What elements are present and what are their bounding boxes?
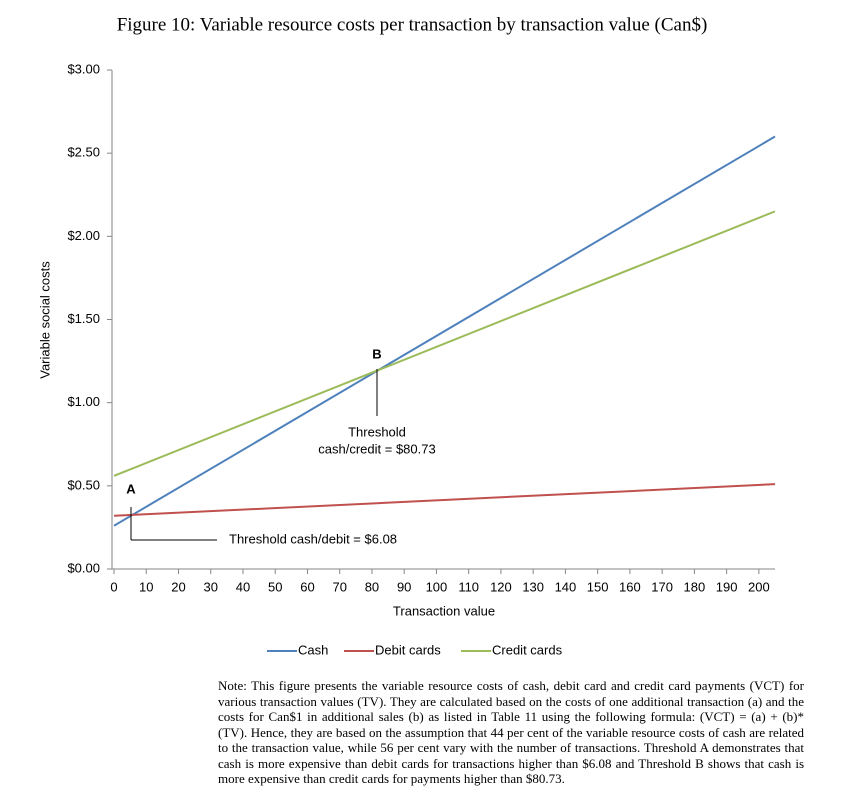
chart: Figure 10: Variable resource costs per t… [37,14,776,657]
y-axis-title: Variable social costs [37,261,52,379]
y-tick-label: $1.00 [67,394,100,409]
x-tick-label: 30 [203,579,217,594]
x-axis-title: Transaction value [393,603,495,618]
x-tick-label: 160 [619,579,641,594]
series-line [113,210,776,477]
x-tick-label: 170 [651,579,673,594]
x-tick-label: 130 [522,579,544,594]
x-tick-label: 10 [139,579,153,594]
annotation: B [372,346,381,361]
x-tick-label: 100 [426,579,448,594]
y-tick-label: $2.00 [67,228,100,243]
x-tick-label: 50 [268,579,282,594]
legend-label: Credit cards [492,642,563,657]
legend-label: Cash [298,642,328,657]
series-line [113,135,776,527]
y-tick-label: $2.50 [67,145,100,160]
x-tick-label: 110 [458,579,479,594]
y-tick-label: $0.50 [67,477,100,492]
note: Note: This figure presents the variable … [218,678,804,786]
x-tick-label: 180 [684,579,706,594]
y-tick-label: $3.00 [67,61,100,76]
y-tick-label: $0.00 [67,560,100,575]
x-tick-label: 90 [397,579,411,594]
x-tick-label: 0 [110,579,117,594]
x-tick-label: 150 [587,579,609,594]
x-tick-label: 20 [171,579,185,594]
y-tick-label: $1.50 [67,311,100,326]
x-tick-label: 60 [300,579,314,594]
x-tick-label: 80 [365,579,379,594]
annotation: Threshold [348,424,406,439]
x-tick-label: 120 [490,579,512,594]
legend-label: Debit cards [375,642,441,657]
x-tick-label: 140 [555,579,577,594]
annotation: Threshold cash/debit = $6.08 [229,531,397,546]
x-tick-label: 70 [332,579,346,594]
x-tick-label: 200 [748,579,770,594]
annotation: cash/credit = $80.73 [318,441,435,456]
x-tick-label: 190 [716,579,738,594]
annotation: A [126,481,136,496]
x-tick-label: 40 [236,579,250,594]
chart-title: Figure 10: Variable resource costs per t… [117,14,708,35]
series-line [113,483,776,517]
